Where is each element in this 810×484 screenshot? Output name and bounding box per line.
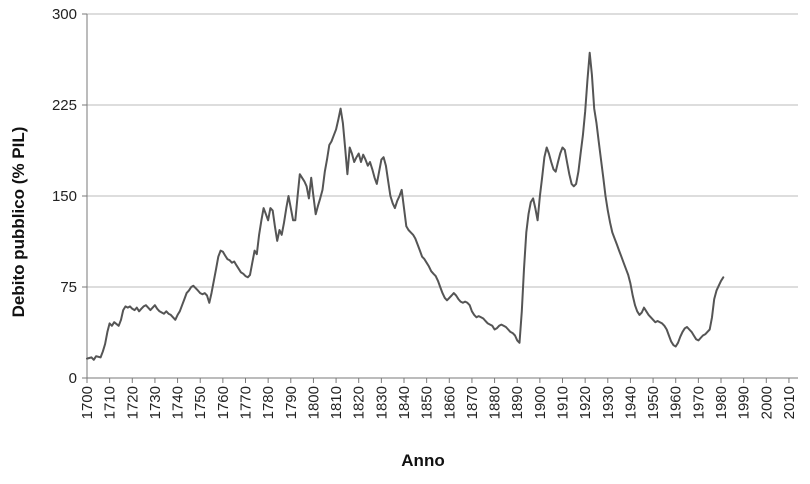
x-tick-label: 1830 — [373, 386, 390, 419]
x-tick-label: 1800 — [305, 386, 322, 419]
x-tick-label: 1980 — [713, 386, 730, 419]
x-tick-label: 1850 — [419, 386, 436, 419]
y-tick-label: 300 — [52, 6, 77, 23]
x-tick-label: 1700 — [79, 386, 96, 419]
y-axis-title: Debito pubblico (% PIL) — [9, 127, 28, 318]
x-tick-label: 1990 — [736, 386, 753, 419]
x-tick-label: 1730 — [147, 386, 164, 419]
x-tick-label: 1900 — [532, 386, 549, 419]
x-tick-label: 1870 — [464, 386, 481, 419]
y-tick-label: 225 — [52, 97, 77, 114]
x-tick-label: 1840 — [396, 386, 413, 419]
x-tick-label: 1820 — [351, 386, 368, 419]
x-tick-label: 1940 — [622, 386, 639, 419]
x-tick-label: 2010 — [781, 386, 798, 419]
y-tick-label: 75 — [60, 279, 77, 296]
gridlines — [87, 13, 798, 288]
series — [86, 51, 725, 361]
x-tick-label: 1720 — [124, 386, 141, 419]
x-tick-label: 1760 — [215, 386, 232, 419]
x-tick-label: 1740 — [170, 386, 187, 419]
x-tick-label: 1950 — [645, 386, 662, 419]
x-tick-label: 1790 — [283, 386, 300, 419]
x-tick-label: 1890 — [509, 386, 526, 419]
x-tick-label: 2000 — [758, 386, 775, 419]
x-tick-label: 1750 — [192, 386, 209, 419]
x-tick-label: 1970 — [690, 386, 707, 419]
y-tick-labels: 0 75 150 225 300 — [52, 6, 77, 387]
x-tick-label: 1880 — [487, 386, 504, 419]
y-tick-label: 0 — [69, 370, 77, 387]
x-tick-label: 1930 — [600, 386, 617, 419]
x-tick-label: 1910 — [555, 386, 572, 419]
x-tick-label: 1860 — [441, 386, 458, 419]
x-tick-labels: 1700 1710 1720 1730 1740 1750 1760 1770 1780 1790… — [79, 386, 798, 419]
x-axis-title: Anno — [401, 451, 444, 470]
x-tick-label: 1770 — [238, 386, 255, 419]
x-tick-label: 1960 — [668, 386, 685, 419]
y-tick-label: 150 — [52, 188, 77, 205]
axes — [82, 13, 798, 383]
x-tick-label: 1710 — [102, 386, 119, 419]
x-tick-label: 1810 — [328, 386, 345, 419]
x-tick-label: 1920 — [577, 386, 594, 419]
x-tick-label: 1780 — [260, 386, 277, 419]
series-line — [86, 51, 725, 361]
